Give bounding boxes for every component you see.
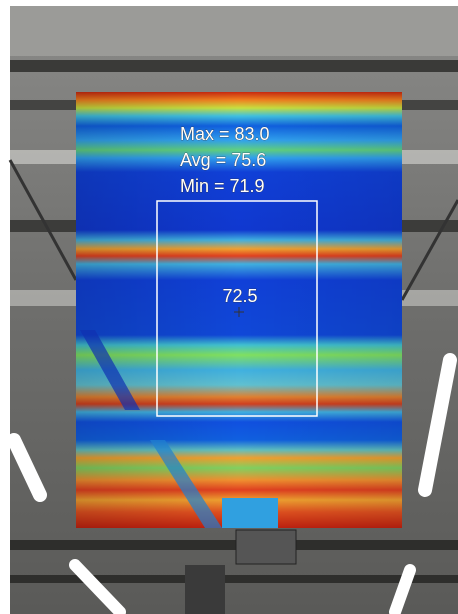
- avg-stat: Avg = 75.6: [180, 150, 266, 170]
- thermal-screenshot: Max = 83.0 Avg = 75.6 Min = 71.9 72.5: [0, 0, 458, 614]
- max-stat: Max = 83.0: [180, 124, 270, 144]
- spot-temperature: 72.5: [222, 286, 257, 306]
- min-stat: Min = 71.9: [180, 176, 265, 196]
